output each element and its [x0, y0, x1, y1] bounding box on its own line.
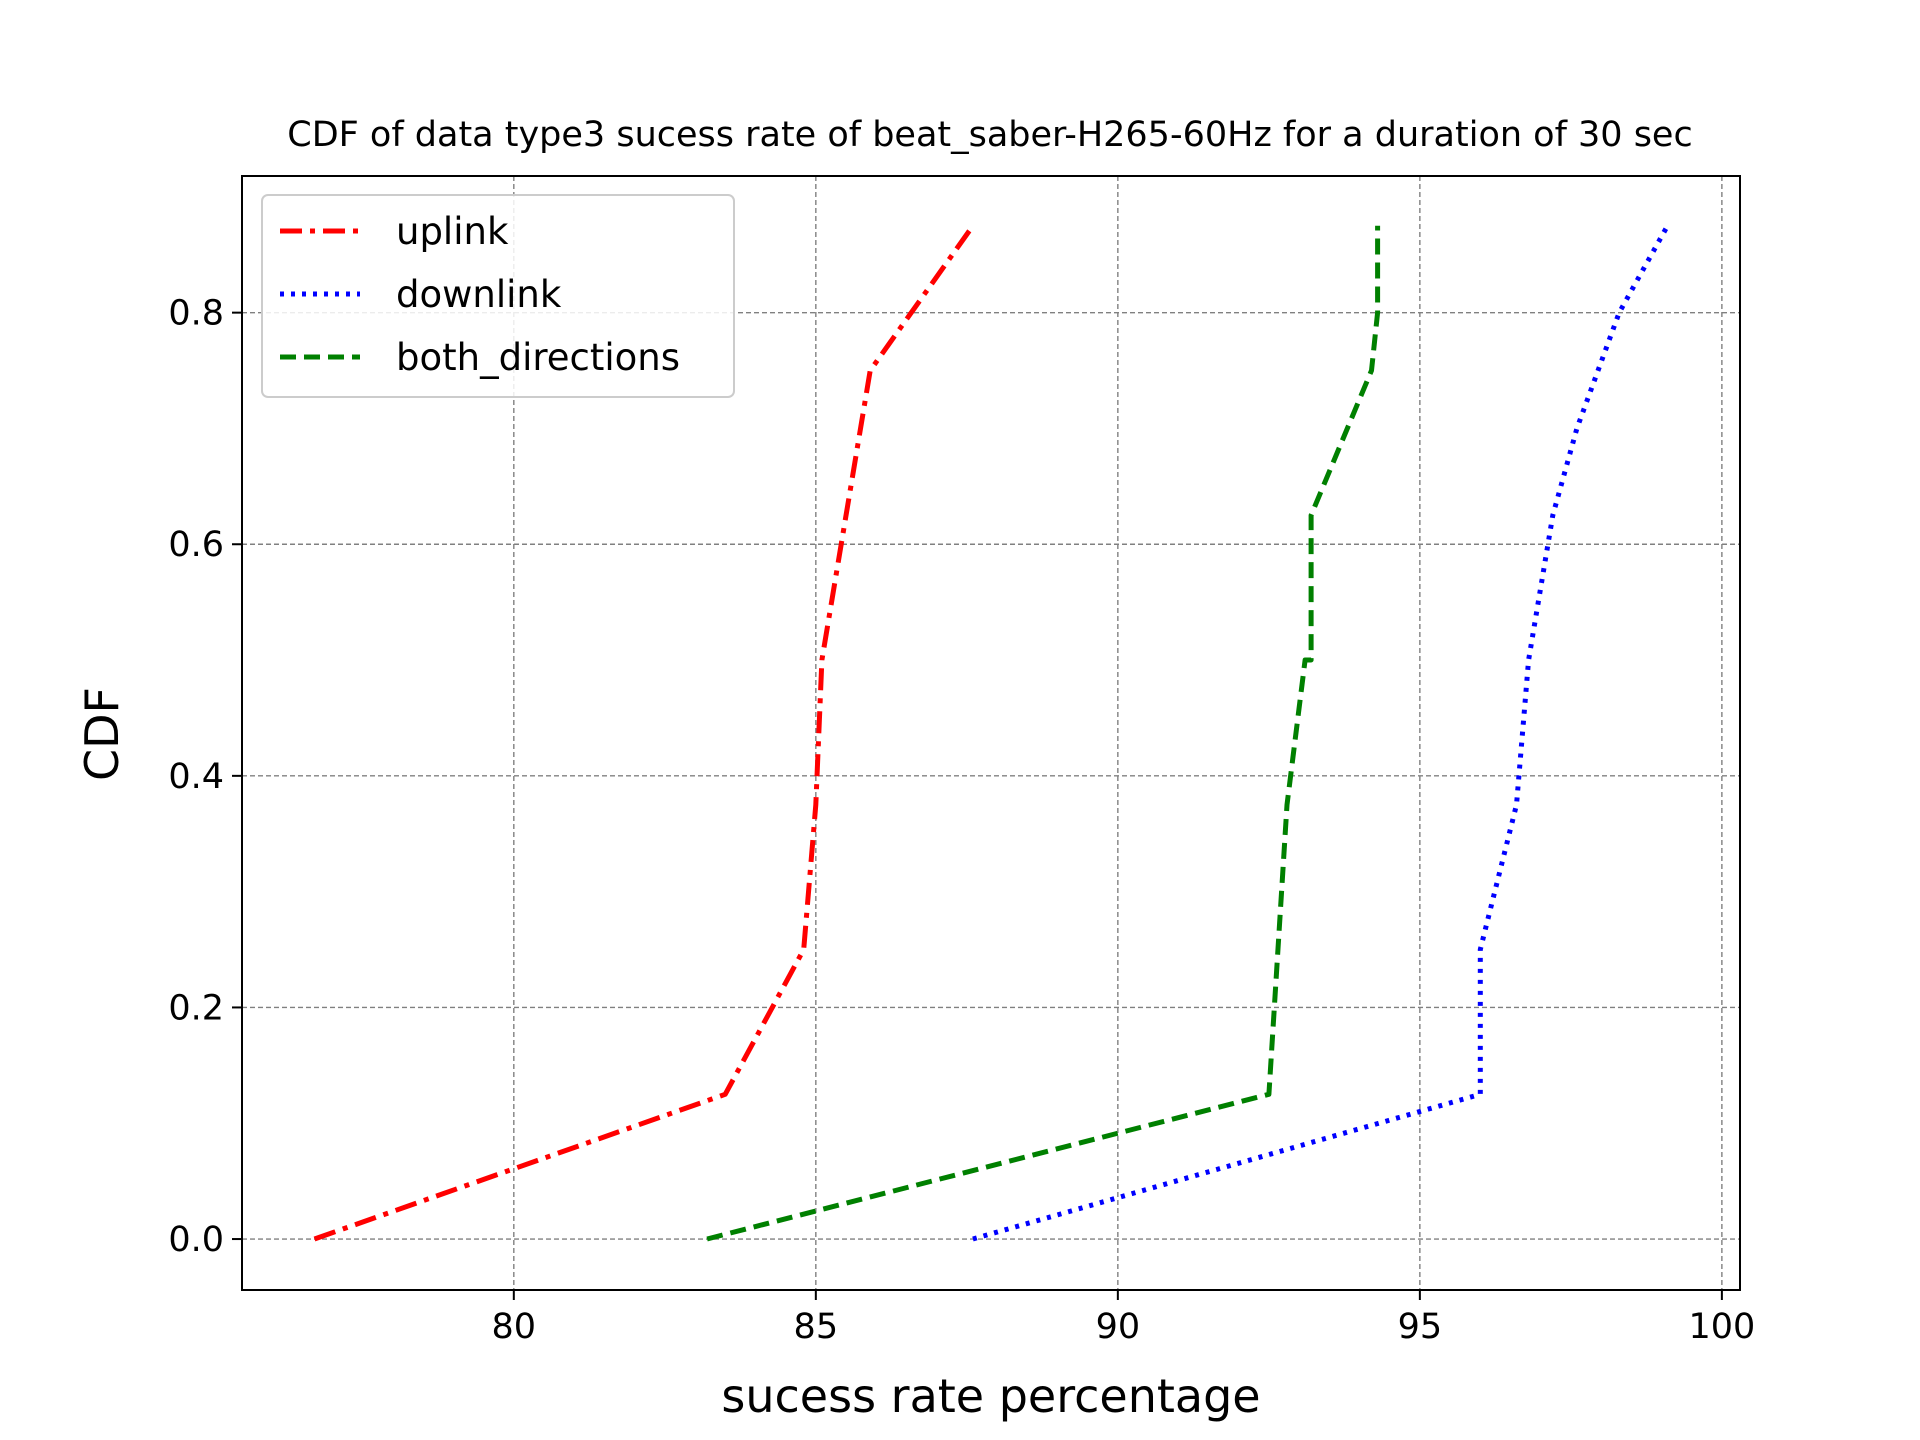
legend-label-both-directions: both_directions [396, 336, 680, 379]
y-axis-label: CDF [75, 687, 129, 781]
axis-ticks: 80 85 90 95 100 0.0 0.2 0.4 0.6 0.8 [168, 294, 1755, 1347]
x-axis-label: sucess rate percentage [721, 1369, 1260, 1423]
series-line-downlink [972, 224, 1670, 1242]
y-tick-label: 0.4 [168, 757, 224, 797]
y-tick-label: 0.0 [168, 1220, 224, 1260]
series-line-both-directions [706, 225, 1381, 1242]
x-tick-label: 100 [1688, 1307, 1755, 1347]
legend-label-downlink: downlink [396, 273, 562, 316]
y-tick-label: 0.6 [168, 525, 224, 565]
grid [242, 176, 1740, 1290]
x-tick-label: 80 [492, 1307, 537, 1347]
legend-label-uplink: uplink [396, 210, 509, 253]
x-tick-label: 85 [794, 1307, 839, 1347]
chart-title: CDF of data type3 sucess rate of beat_sa… [287, 115, 1692, 155]
plot-frame [241, 175, 1741, 1291]
x-tick-label: 90 [1096, 1307, 1141, 1347]
x-tick-label: 95 [1398, 1307, 1443, 1347]
y-tick-label: 0.2 [168, 988, 224, 1028]
y-tick-label: 0.8 [168, 294, 224, 334]
legend: uplink downlink both_directions [261, 194, 735, 398]
series-lines [313, 224, 1670, 1242]
series-line-uplink [313, 224, 975, 1242]
legend-box [261, 194, 735, 398]
